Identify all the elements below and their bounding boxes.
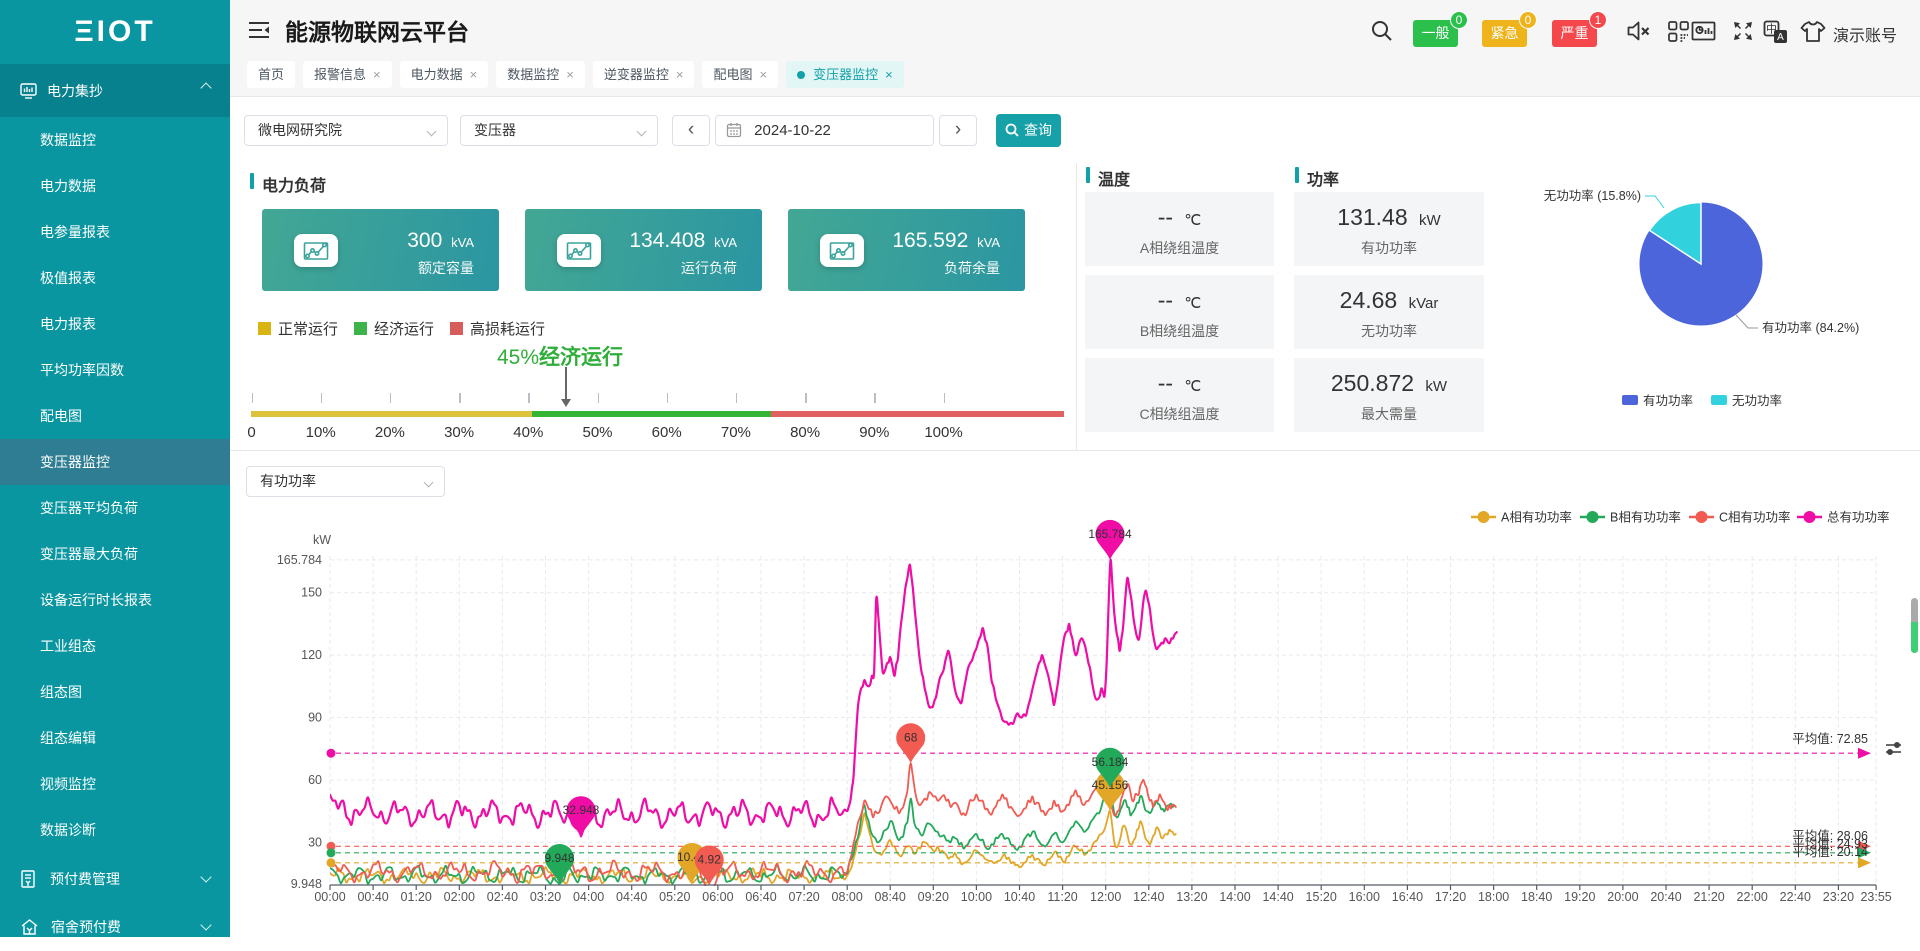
svg-text:平均值: 28.06: 平均值: 28.06 — [1792, 828, 1868, 843]
svg-text:00:00: 00:00 — [314, 890, 345, 904]
svg-text:03:20: 03:20 — [530, 890, 561, 904]
svg-text:06:00: 06:00 — [702, 890, 733, 904]
svg-text:120: 120 — [301, 648, 322, 662]
svg-text:A: A — [1777, 32, 1784, 43]
svg-text:13:20: 13:20 — [1176, 890, 1207, 904]
svg-text:90: 90 — [308, 711, 322, 725]
svg-text:平均值: 20.14: 平均值: 20.14 — [1792, 844, 1868, 859]
svg-text:21:20: 21:20 — [1693, 890, 1724, 904]
svg-text:10:00: 10:00 — [961, 890, 992, 904]
svg-text:无功功率 (15.8%): 无功功率 (15.8%) — [1544, 188, 1641, 203]
svg-text:19:20: 19:20 — [1564, 890, 1595, 904]
svg-text:23:20: 23:20 — [1823, 890, 1854, 904]
svg-text:30: 30 — [308, 835, 322, 849]
svg-text:中: 中 — [1766, 23, 1777, 36]
svg-text:14:00: 14:00 — [1219, 890, 1250, 904]
svg-text:04:00: 04:00 — [573, 890, 604, 904]
svg-text:08:40: 08:40 — [875, 890, 906, 904]
svg-text:56.184: 56.184 — [1092, 755, 1129, 769]
svg-text:20:40: 20:40 — [1650, 890, 1681, 904]
svg-text:07:20: 07:20 — [788, 890, 819, 904]
svg-text:165.784: 165.784 — [1088, 527, 1132, 541]
svg-text:4.92: 4.92 — [698, 853, 722, 867]
svg-text:150: 150 — [301, 586, 322, 600]
svg-text:22:40: 22:40 — [1780, 890, 1811, 904]
svg-text:165.784: 165.784 — [277, 553, 322, 567]
svg-text:平均值: 24.93: 平均值: 24.93 — [1792, 836, 1868, 851]
svg-text:68: 68 — [904, 730, 918, 744]
svg-text:12:40: 12:40 — [1133, 890, 1164, 904]
svg-text:9.948: 9.948 — [291, 877, 322, 891]
svg-text:00:40: 00:40 — [357, 890, 388, 904]
svg-text:10:40: 10:40 — [1004, 890, 1035, 904]
svg-text:9.948: 9.948 — [544, 851, 574, 865]
svg-text:17:20: 17:20 — [1435, 890, 1466, 904]
svg-text:20:00: 20:00 — [1607, 890, 1638, 904]
svg-text:14:40: 14:40 — [1262, 890, 1293, 904]
svg-text:C相有功功率: C相有功功率 — [1719, 510, 1791, 525]
svg-text:18:00: 18:00 — [1478, 890, 1509, 904]
svg-text:有功功率: 有功功率 — [1643, 393, 1693, 408]
svg-text:A相有功功率: A相有功功率 — [1501, 510, 1572, 525]
svg-text:11:20: 11:20 — [1047, 890, 1077, 904]
svg-text:05:20: 05:20 — [659, 890, 690, 904]
svg-text:无功功率: 无功功率 — [1732, 393, 1782, 408]
svg-text:60: 60 — [308, 773, 322, 787]
svg-text:02:00: 02:00 — [444, 890, 475, 904]
svg-text:04:40: 04:40 — [616, 890, 647, 904]
svg-text:平均值: 72.85: 平均值: 72.85 — [1792, 731, 1868, 746]
svg-text:16:00: 16:00 — [1349, 890, 1380, 904]
svg-text:08:00: 08:00 — [832, 890, 863, 904]
svg-text:有功功率 (84.2%): 有功功率 (84.2%) — [1762, 320, 1859, 335]
svg-text:02:40: 02:40 — [487, 890, 518, 904]
svg-text:12:00: 12:00 — [1090, 890, 1121, 904]
svg-text:23:55: 23:55 — [1860, 890, 1891, 904]
svg-text:kW: kW — [313, 533, 331, 547]
svg-text:16:40: 16:40 — [1392, 890, 1423, 904]
svg-text:B相有功功率: B相有功功率 — [1610, 510, 1681, 525]
svg-text:32.948: 32.948 — [563, 803, 600, 817]
svg-text:总有功功率: 总有功功率 — [1827, 510, 1890, 525]
svg-text:01:20: 01:20 — [401, 890, 432, 904]
svg-text:15:20: 15:20 — [1306, 890, 1337, 904]
svg-text:22:00: 22:00 — [1737, 890, 1768, 904]
svg-text:09:20: 09:20 — [918, 890, 949, 904]
svg-text:06:40: 06:40 — [745, 890, 776, 904]
svg-text:18:40: 18:40 — [1521, 890, 1552, 904]
